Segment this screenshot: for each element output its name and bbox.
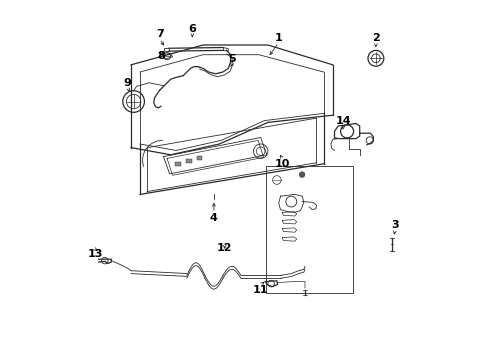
Bar <box>175 162 181 166</box>
Circle shape <box>299 172 305 177</box>
Text: 5: 5 <box>227 54 235 64</box>
Bar <box>185 159 191 163</box>
Text: 4: 4 <box>209 213 217 223</box>
Text: 8: 8 <box>158 51 165 61</box>
Text: 11: 11 <box>252 285 268 295</box>
Text: 12: 12 <box>217 243 232 253</box>
Bar <box>196 156 202 160</box>
Text: 9: 9 <box>123 78 131 88</box>
Text: 3: 3 <box>390 220 398 230</box>
Text: 10: 10 <box>274 159 289 169</box>
Text: 14: 14 <box>335 116 350 126</box>
Text: 1: 1 <box>274 33 282 43</box>
Text: 6: 6 <box>188 24 196 34</box>
Text: 7: 7 <box>156 29 163 39</box>
Bar <box>265 166 352 293</box>
Text: 2: 2 <box>371 33 379 43</box>
Text: 13: 13 <box>87 249 102 259</box>
